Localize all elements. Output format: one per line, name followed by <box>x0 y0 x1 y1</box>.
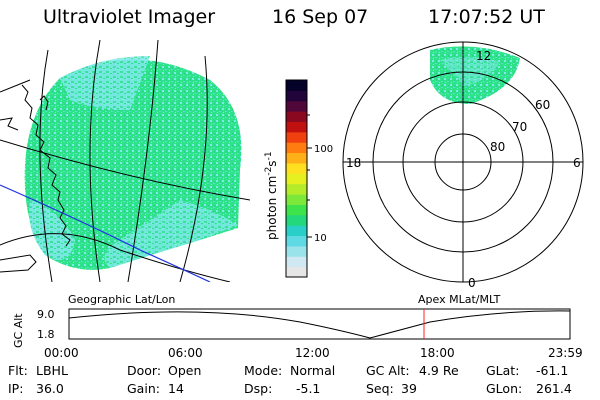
gcalt-value: 4.9 Re <box>419 363 459 378</box>
colorbar-cell <box>286 266 307 278</box>
door-value: Open <box>168 363 202 378</box>
altitude-curve <box>68 310 571 339</box>
dsp-label: Dsp: <box>244 381 273 396</box>
colorbar-cell <box>286 162 307 174</box>
flt-value: LBHL <box>36 363 68 378</box>
glon-value: 261.4 <box>536 381 572 396</box>
polar-plot: 12 18 6 0 60 70 80 <box>342 41 584 290</box>
glat-value: -61.1 <box>536 363 569 378</box>
glat-label: GLat: <box>486 363 520 378</box>
gain-value: 14 <box>168 381 184 396</box>
colorbar-label: photon cm-2s-1 <box>264 151 279 240</box>
altitude-y-bottom: 1.8 <box>37 328 55 341</box>
colorbar-cell <box>286 245 307 257</box>
colorbar-cell <box>286 100 307 112</box>
altitude-ylabel: GC Alt <box>12 313 25 348</box>
x-tick-4: 23:59 <box>548 346 583 360</box>
geographic-label: Geographic Lat/Lon <box>68 293 175 306</box>
colorbar-cell <box>286 173 307 185</box>
colorbar-cell <box>286 214 307 226</box>
colorbar-cell <box>286 194 307 205</box>
polar-mlt-0: 0 <box>468 276 476 290</box>
ip-label: IP: <box>8 381 24 396</box>
date: 16 Sep 07 <box>272 6 369 28</box>
title: Ultraviolet Imager <box>43 6 216 28</box>
geographic-map <box>0 40 250 282</box>
altitude-y-top: 9.0 <box>37 308 55 321</box>
colorbar-cell <box>286 152 307 164</box>
apex-label: Apex MLat/MLT <box>418 293 501 306</box>
aurora-disk <box>24 56 242 270</box>
lat-lon-grid <box>0 40 250 282</box>
time: 17:07:52 UT <box>428 6 545 28</box>
door-label: Door: <box>127 363 162 378</box>
flt-label: Flt: <box>8 363 28 378</box>
geomag-equator-line <box>0 184 211 282</box>
colorbar-cell <box>286 142 307 154</box>
x-tick-1: 06:00 <box>168 346 203 360</box>
mode-value: Normal <box>290 363 336 378</box>
colorbar-cell <box>286 235 307 247</box>
color-bar: 100 10 photon cm-2s-1 <box>264 79 333 278</box>
dsp-value: -5.1 <box>296 381 321 396</box>
x-tick-0: 00:00 <box>44 346 79 360</box>
polar-mlt-12: 12 <box>476 49 491 63</box>
polar-lat-80: 80 <box>490 140 505 154</box>
colorbar-cell <box>286 90 307 102</box>
mode-label: Mode: <box>244 363 283 378</box>
seq-label: Seq: <box>366 381 394 396</box>
colorbar-cell <box>286 204 307 216</box>
colorbar-cell <box>286 121 307 133</box>
colorbar-cell <box>286 256 307 268</box>
colorbar-cell <box>286 111 307 122</box>
seq-value: 39 <box>401 381 417 396</box>
altitude-plot: GC Alt 9.0 1.8 00:00 06:00 12:00 18:00 2… <box>12 308 583 360</box>
polar-lat-70: 70 <box>512 120 527 134</box>
gcalt-label: GC Alt: <box>366 363 410 378</box>
x-tick-2: 12:00 <box>295 346 330 360</box>
gain-label: Gain: <box>127 381 160 396</box>
colorbar-cell <box>286 225 307 237</box>
ip-value: 36.0 <box>36 381 64 396</box>
colorbar-tick-10: 10 <box>314 233 327 244</box>
polar-mlt-18: 18 <box>346 156 361 170</box>
colorbar-cell <box>286 80 307 91</box>
glon-label: GLon: <box>486 381 523 396</box>
polar-mlt-6: 6 <box>573 156 581 170</box>
colorbar-tick-100: 100 <box>314 144 333 155</box>
colorbar-cell <box>286 183 307 195</box>
polar-lat-60: 60 <box>535 98 550 112</box>
colorbar-cell <box>286 131 307 143</box>
x-tick-3: 18:00 <box>420 346 455 360</box>
